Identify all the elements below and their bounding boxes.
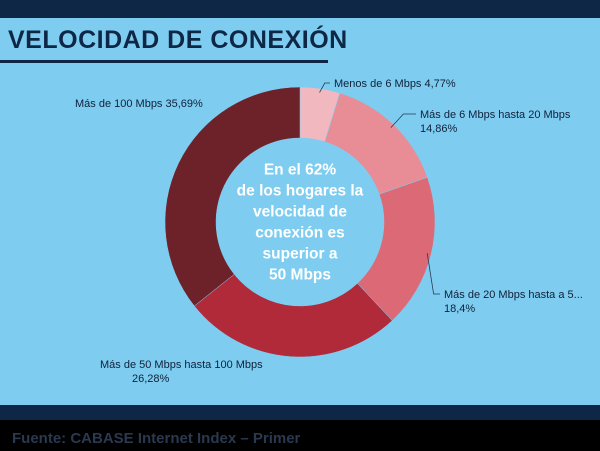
slice-label-3: Más de 20 Mbps hasta a 5... 18,4% [444,289,583,315]
slice-label-5: Más de 100 Mbps 35,69% [75,98,203,110]
donut-slice-5 [164,86,301,307]
leader-line-1 [319,82,330,93]
leader-lines [319,82,440,295]
source-note: Fuente: CABASE Internet Index – Primer [12,430,301,447]
leader-line-3 [426,253,440,295]
title-underline [0,60,328,63]
donut-slice-2 [324,92,428,195]
slice-label-2: Más de 6 Mbps hasta 20 Mbps 14,86% [420,109,571,135]
page-title: VELOCIDAD DE CONEXIÓN [8,26,348,54]
donut-slices [164,86,436,358]
slice-labels: Menos de 6 Mbps 4,77% Más de 6 Mbps hasta… [75,78,583,385]
donut-chart: Menos de 6 Mbps 4,77% Más de 6 Mbps hasta… [75,78,583,385]
slice-label-4: Más de 50 Mbps hasta 100 Mbps 26,28% [100,359,263,385]
donut-slice-4 [193,273,393,358]
slice-label-1: Menos de 6 Mbps 4,77% [334,78,456,90]
leader-line-2 [390,113,416,128]
center-text: En el 62% de los hogares la velocidad de co… [237,162,364,284]
